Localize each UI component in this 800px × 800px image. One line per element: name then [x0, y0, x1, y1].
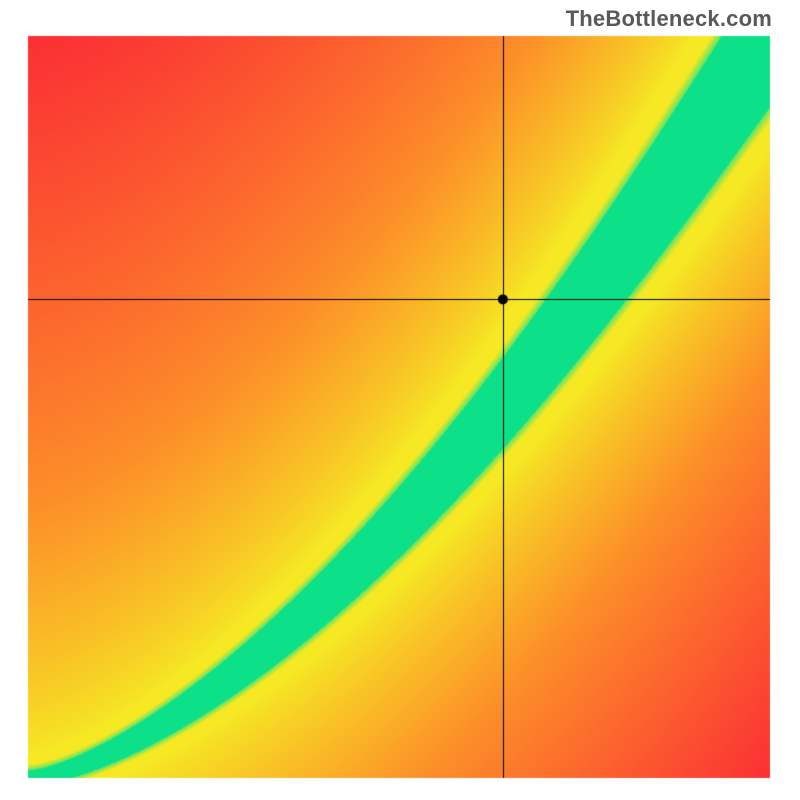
- bottleneck-heatmap: [0, 0, 800, 800]
- watermark-text: TheBottleneck.com: [566, 6, 772, 32]
